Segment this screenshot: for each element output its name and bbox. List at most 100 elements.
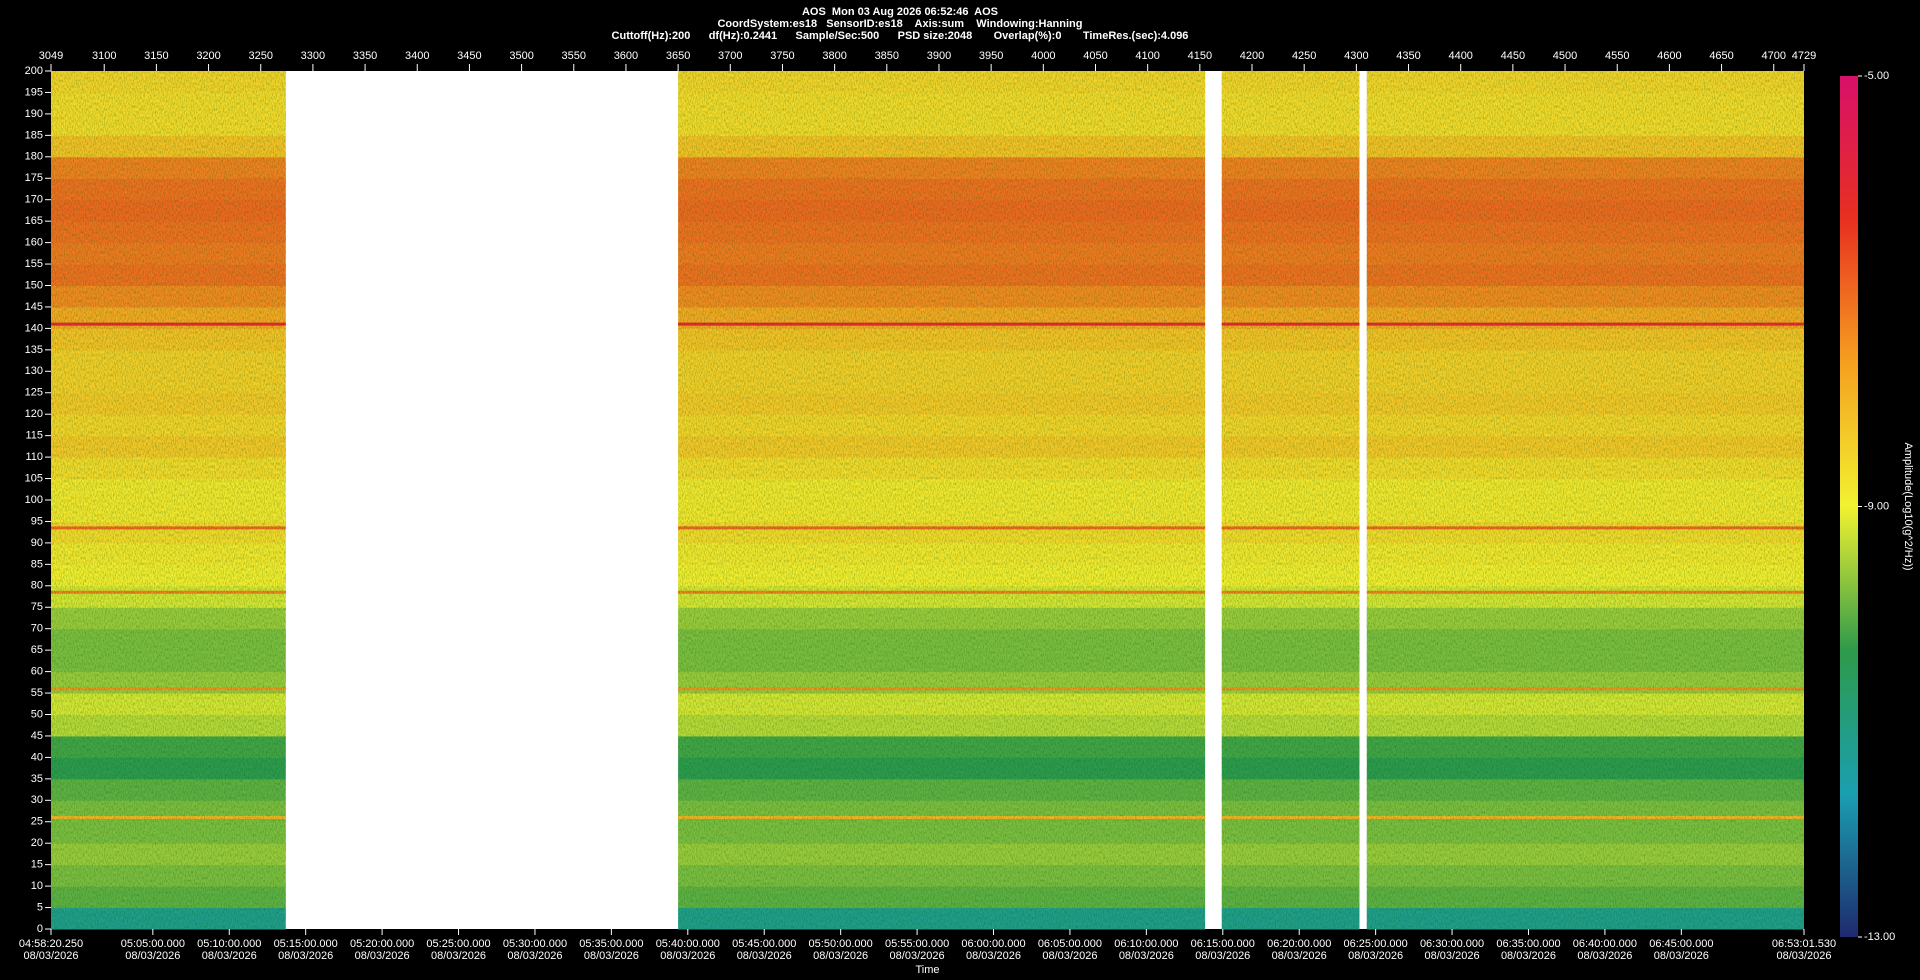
x2-tick-label: 05:15:00.000 <box>274 938 338 950</box>
y-tick-label: 10 <box>31 880 43 892</box>
x2-tick-date: 08/03/2026 <box>1195 950 1250 962</box>
y-tick-label: 90 <box>31 537 43 549</box>
x2-tick-label: 05:50:00.000 <box>809 938 873 950</box>
x2-tick-date: 08/03/2026 <box>813 950 868 962</box>
title-line: AOS Mon 03 Aug 2026 06:52:46 AOS <box>802 6 998 18</box>
x2-tick-label: 05:20:00.000 <box>350 938 414 950</box>
x-tick-label: 4600 <box>1657 50 1681 62</box>
y-tick-label: 85 <box>31 558 43 570</box>
y-tick-label: 50 <box>31 708 43 720</box>
y-tick-label: 190 <box>25 108 43 120</box>
x2-tick-label: 06:25:00.000 <box>1344 938 1408 950</box>
y-tick-label: 130 <box>25 365 43 377</box>
x-tick-label: 3350 <box>353 50 377 62</box>
x-tick-label: 4650 <box>1709 50 1733 62</box>
y-tick-label: 80 <box>31 580 43 592</box>
y-tick-label: 185 <box>25 129 43 141</box>
x2-tick-label: 06:40:00.000 <box>1573 938 1637 950</box>
noise-texture <box>51 71 286 929</box>
y-tick-label: 30 <box>31 794 43 806</box>
y-tick-label: 115 <box>25 430 43 442</box>
y-tick-label: 170 <box>25 194 43 206</box>
x-tick-label: 3650 <box>666 50 690 62</box>
x-tick-label: 4400 <box>1448 50 1472 62</box>
y-tick-label: 165 <box>25 215 43 227</box>
x-tick-label: 4550 <box>1605 50 1629 62</box>
x2-tick-date: 08/03/2026 <box>125 950 180 962</box>
x2-tick-date: 08/03/2026 <box>1654 950 1709 962</box>
y-tick-label: 70 <box>31 623 43 635</box>
x2-tick-label: 05:35:00.000 <box>579 938 643 950</box>
y-tick-label: 15 <box>31 859 43 871</box>
y-tick-label: 75 <box>31 601 43 613</box>
colorbar-tick-label: -5.00 <box>1864 70 1889 82</box>
x-tick-label: 3400 <box>405 50 429 62</box>
y-tick-label: 145 <box>25 301 43 313</box>
x-tick-label: 3800 <box>822 50 846 62</box>
x2-tick-date: 08/03/2026 <box>1425 950 1480 962</box>
x2-tick-label: 06:00:00.000 <box>961 938 1025 950</box>
y-tick-label: 35 <box>31 773 43 785</box>
colorbar-tick-label: -13.00 <box>1864 931 1895 943</box>
noise-texture <box>1366 71 1804 929</box>
x2-tick-label: 06:15:00.000 <box>1191 938 1255 950</box>
x-tick-label: 4250 <box>1292 50 1316 62</box>
x2-tick-label: 05:55:00.000 <box>885 938 949 950</box>
y-tick-label: 20 <box>31 837 43 849</box>
colorbar <box>1840 76 1858 937</box>
x-tick-label: 3900 <box>927 50 951 62</box>
x2-tick-date: 08/03/2026 <box>431 950 486 962</box>
x-tick-label: 4200 <box>1240 50 1264 62</box>
segment <box>51 71 286 930</box>
y-tick-label: 55 <box>31 687 43 699</box>
x2-tick-date: 08/03/2026 <box>1577 950 1632 962</box>
y-tick-label: 180 <box>25 151 43 163</box>
x2-tick-date: 08/03/2026 <box>1348 950 1403 962</box>
x-tick-label: 3450 <box>457 50 481 62</box>
x2-tick-label: 04:58:20.250 <box>19 938 83 950</box>
x2-tick-label: 05:10:00.000 <box>197 938 261 950</box>
x-tick-label: 4500 <box>1553 50 1577 62</box>
y-tick-label: 105 <box>25 472 43 484</box>
y-tick-label: 160 <box>25 237 43 249</box>
x-axis-title: Time <box>915 964 939 976</box>
x-tick-label: 4050 <box>1083 50 1107 62</box>
x2-tick-label: 06:05:00.000 <box>1038 938 1102 950</box>
x2-tick-date: 08/03/2026 <box>584 950 639 962</box>
x-tick-label: 3700 <box>718 50 742 62</box>
x2-tick-date: 08/03/2026 <box>1042 950 1097 962</box>
colorbar-title: Amplitude(Log10(g^2/Hz)) <box>1902 442 1914 570</box>
colorbar-tick-label: -9.00 <box>1864 500 1889 512</box>
x2-tick-date: 08/03/2026 <box>23 950 78 962</box>
x-tick-label: 3100 <box>92 50 116 62</box>
x2-tick-date: 08/03/2026 <box>966 950 1021 962</box>
y-tick-label: 60 <box>31 666 43 678</box>
x-tick-label: 3200 <box>196 50 220 62</box>
x2-tick-label: 05:05:00.000 <box>121 938 185 950</box>
y-tick-label: 140 <box>25 322 43 334</box>
x2-tick-date: 08/03/2026 <box>1119 950 1174 962</box>
x-tick-label: 3950 <box>979 50 1003 62</box>
noise-texture <box>1221 71 1360 929</box>
x2-tick-date: 08/03/2026 <box>1272 950 1327 962</box>
x2-tick-label: 06:10:00.000 <box>1114 938 1178 950</box>
x2-tick-label: 06:20:00.000 <box>1267 938 1331 950</box>
x-tick-label: 3049 <box>39 50 63 62</box>
y-tick-label: 135 <box>25 344 43 356</box>
x2-tick-date: 08/03/2026 <box>1776 950 1831 962</box>
segment <box>1221 71 1360 930</box>
x-tick-label: 4000 <box>1031 50 1055 62</box>
y-tick-label: 195 <box>25 86 43 98</box>
x2-tick-label: 05:40:00.000 <box>656 938 720 950</box>
noise-texture <box>678 71 1206 929</box>
y-tick-label: 65 <box>31 644 43 656</box>
y-tick-label: 150 <box>25 279 43 291</box>
x-tick-label: 3150 <box>144 50 168 62</box>
title-line: CoordSystem:es18 SensorID:es18 Axis:sum … <box>717 18 1082 30</box>
x2-tick-label: 05:25:00.000 <box>426 938 490 950</box>
x-tick-label: 3550 <box>562 50 586 62</box>
x2-tick-label: 06:35:00.000 <box>1496 938 1560 950</box>
y-tick-label: 40 <box>31 751 43 763</box>
